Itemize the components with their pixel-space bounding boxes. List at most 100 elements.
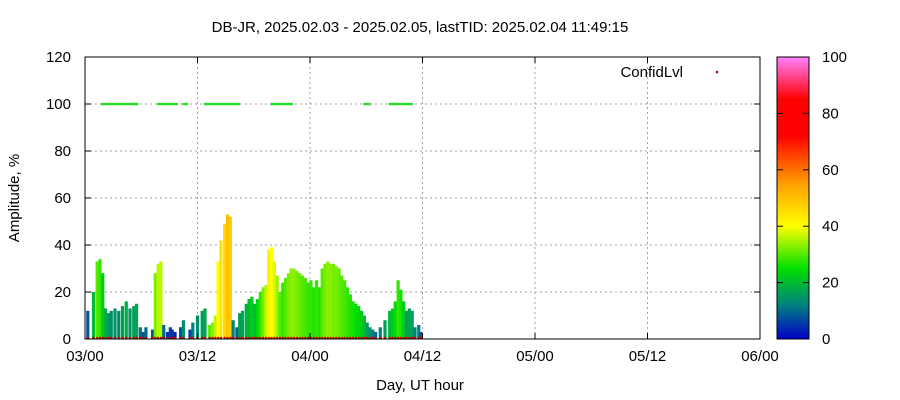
bar: [323, 263, 327, 339]
bar: [269, 247, 274, 339]
bar: [326, 261, 330, 339]
bar: [314, 280, 319, 339]
bar: [303, 277, 307, 339]
bar: [281, 282, 285, 339]
bar: [141, 331, 145, 339]
bar: [134, 303, 139, 339]
grid-lines: [85, 57, 760, 339]
axes: 0 20 40 60 80 100 120 03/00 03/12 04/00 04/12 05/00…: [46, 49, 779, 365]
bar: [162, 324, 166, 339]
bar: [173, 331, 177, 339]
bar: [292, 268, 296, 339]
bar: [132, 306, 136, 339]
confidence-marker: [237, 102, 241, 106]
bar: [109, 310, 113, 339]
bar: [337, 268, 341, 339]
bar: [179, 327, 183, 339]
bar: [417, 324, 421, 339]
bar: [188, 329, 192, 339]
bar: [275, 275, 279, 339]
x-tick-label: 05/12: [629, 348, 667, 365]
bar: [106, 313, 111, 339]
bar: [203, 308, 207, 339]
bar: [86, 310, 90, 339]
bar: [402, 301, 406, 339]
bar: [228, 216, 232, 339]
bar: [223, 223, 227, 339]
bar: [359, 310, 364, 339]
bar: [278, 292, 282, 339]
bar: [261, 287, 265, 339]
bar: [231, 320, 235, 339]
bar: [340, 275, 344, 339]
bar: [91, 292, 96, 339]
bar: [253, 303, 257, 339]
bar: [374, 331, 378, 339]
bar: [124, 301, 128, 339]
confidence-marker: [185, 102, 189, 106]
bar: [244, 303, 248, 339]
bar: [255, 299, 260, 339]
bar: [117, 310, 121, 339]
bar: [210, 322, 215, 339]
bar: [120, 306, 125, 339]
bar: [170, 329, 174, 339]
bar: [309, 280, 313, 339]
colorbar-tick-label: 60: [822, 162, 839, 179]
confidence-marker: [368, 102, 371, 106]
bar: [388, 310, 392, 339]
bar: [165, 331, 170, 339]
y-tick-label: 120: [46, 49, 71, 66]
bar: [286, 273, 291, 339]
y-axis-label: Amplitude, %: [6, 154, 23, 242]
colorbar: 0 20 40 60 80 100: [776, 49, 847, 348]
y-tick-label: 40: [54, 237, 71, 254]
bar: [235, 327, 239, 339]
bar: [200, 310, 204, 339]
bar: [404, 310, 409, 339]
bar: [407, 308, 411, 339]
bar: [320, 268, 324, 339]
bar: [284, 277, 288, 339]
bar: [357, 306, 361, 339]
x-tick-label: 04/00: [291, 348, 329, 365]
colorbar-tick-label: 100: [822, 49, 847, 66]
bar: [213, 315, 217, 339]
x-tick-label: 04/12: [404, 348, 442, 365]
bar: [345, 287, 350, 339]
bar: [348, 294, 352, 339]
bar: [354, 303, 358, 339]
bar: [300, 275, 305, 339]
bar: [306, 282, 310, 339]
bar: [138, 327, 142, 339]
bar: [225, 214, 230, 339]
x-tick-label: 03/00: [66, 348, 104, 365]
bar: [289, 268, 293, 339]
y-tick-label: 0: [63, 331, 71, 348]
bar: [317, 287, 321, 339]
bar: [334, 266, 338, 339]
confidence-marker: [175, 102, 178, 106]
legend-label: ConfidLvl: [620, 64, 683, 81]
bar: [362, 315, 366, 339]
x-tick-label: 06/00: [741, 348, 779, 365]
bar: [208, 324, 212, 339]
bar: [168, 327, 172, 339]
bar: [238, 313, 242, 339]
bar: [156, 263, 160, 339]
colorbar-tick-label: 0: [822, 331, 830, 348]
legend-marker: [715, 70, 719, 74]
bar: [298, 273, 302, 339]
bar: [98, 259, 102, 339]
bar: [267, 249, 271, 339]
bar: [250, 296, 254, 339]
bar: [371, 329, 375, 339]
bar: [365, 322, 369, 339]
bar: [264, 284, 268, 339]
bar: [159, 261, 163, 339]
bar: [258, 292, 262, 339]
colorbar-tick-label: 20: [822, 275, 839, 292]
bar: [351, 301, 355, 339]
colorbar-tick-label: 80: [822, 105, 839, 122]
x-axis-label: Day, UT hour: [376, 377, 464, 394]
